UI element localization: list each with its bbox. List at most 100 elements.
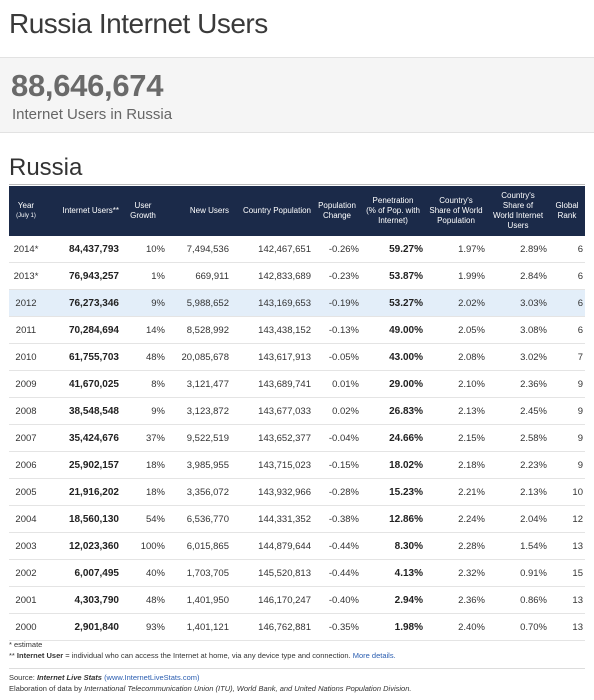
header-new-users[interactable]: New Users: [189, 206, 229, 215]
cell-country-population: 143,932,966: [258, 487, 311, 498]
cell-population-change: -0.44%: [328, 541, 359, 552]
header-population-change[interactable]: Population Change: [318, 201, 356, 220]
cell-year: 2002: [15, 568, 37, 579]
cell-penetration: 2.94%: [394, 595, 423, 606]
cell-user-growth: 37%: [145, 433, 165, 444]
cell-global-rank: 13: [572, 541, 583, 552]
cell-internet-users: 21,916,202: [68, 487, 119, 498]
cell-world-internet-users-share: 0.91%: [520, 568, 547, 579]
cell-world-internet-users-share: 3.03%: [520, 298, 547, 309]
cell-penetration: 59.27%: [389, 244, 423, 255]
cell-global-rank: 10: [572, 487, 583, 498]
header-global-rank[interactable]: Global Rank: [555, 201, 579, 220]
cell-user-growth: 18%: [145, 487, 165, 498]
cell-country-population: 145,520,813: [258, 568, 311, 579]
internet-users-label: Internet Users in Russia: [12, 106, 173, 123]
header-penetration[interactable]: Penetration (% of Pop. with Internet): [366, 196, 420, 225]
cell-global-rank: 6: [577, 298, 583, 309]
cell-population-change: -0.04%: [328, 433, 359, 444]
cell-global-rank: 7: [577, 352, 583, 363]
cell-world-internet-users-share: 2.58%: [520, 433, 547, 444]
cell-global-rank: 6: [577, 244, 583, 255]
cell-population-change: -0.26%: [328, 244, 359, 255]
table-row[interactable]: 2006 25,902,157 18% 3,985,955 143,715,023 -0.…: [9, 452, 585, 479]
elaboration-line: Elaboration of data by International Tel…: [9, 684, 412, 693]
cell-world-internet-users-share: 2.89%: [520, 244, 547, 255]
table-row[interactable]: 2004 18,560,130 54% 6,536,770 144,331,352 -0.…: [9, 506, 585, 533]
cell-new-users: 9,522,519: [186, 433, 229, 444]
cell-user-growth: 48%: [145, 595, 165, 606]
cell-country-population: 143,689,741: [258, 379, 311, 390]
table-row[interactable]: 2012 76,273,346 9% 5,988,652 143,169,653 -0.1…: [9, 290, 585, 317]
cell-penetration: 18.02%: [389, 460, 423, 471]
cell-world-internet-users-share: 1.54%: [520, 541, 547, 552]
header-country-population[interactable]: Country Population: [242, 206, 311, 215]
table-row[interactable]: 2014* 84,437,793 10% 7,494,536 142,467,651 -0…: [9, 236, 585, 263]
table-row[interactable]: 2002 6,007,495 40% 1,703,705 145,520,813 -0.4…: [9, 560, 585, 587]
table-row[interactable]: 2009 41,670,025 8% 3,121,477 143,689,741 0.01…: [9, 371, 585, 398]
table-row[interactable]: 2013* 76,943,257 1% 669,911 142,833,689 -0.23…: [9, 263, 585, 290]
cell-global-rank: 9: [577, 406, 583, 417]
table-row[interactable]: 2001 4,303,790 48% 1,401,950 146,170,247 -0.4…: [9, 587, 585, 614]
cell-new-users: 1,401,121: [186, 622, 229, 633]
cell-year: 2007: [15, 433, 37, 444]
cell-user-growth: 14%: [145, 325, 165, 336]
cell-year: 2012: [15, 298, 37, 309]
source-name: Internet Live Stats: [36, 673, 102, 682]
cell-internet-users: 2,901,840: [74, 622, 120, 633]
cell-year: 2004: [15, 514, 37, 525]
cell-world-population-share: 2.28%: [458, 541, 485, 552]
cell-new-users: 3,123,872: [186, 406, 229, 417]
cell-population-change: 0.02%: [332, 406, 359, 417]
cell-world-population-share: 2.02%: [458, 298, 485, 309]
header-world-internet-users-share[interactable]: Country's Share of World Internet Users: [492, 191, 544, 230]
cell-new-users: 8,528,992: [186, 325, 229, 336]
cell-user-growth: 1%: [151, 271, 165, 282]
cell-user-growth: 54%: [145, 514, 165, 525]
cell-global-rank: 12: [572, 514, 583, 525]
internet-users-table: Year (July 1) Internet Users** User Growth…: [9, 186, 585, 641]
more-details-link[interactable]: More details.: [352, 651, 396, 660]
cell-population-change: -0.44%: [328, 568, 359, 579]
stat-panel: 88,646,674 Internet Users in Russia: [0, 57, 594, 133]
cell-new-users: 20,085,678: [181, 352, 229, 363]
header-world-population-share[interactable]: Country's Share of World Population: [429, 196, 483, 225]
internet-users-count: 88,646,674: [11, 68, 164, 103]
cell-new-users: 3,121,477: [186, 379, 229, 390]
cell-new-users: 1,703,705: [186, 568, 229, 579]
cell-penetration: 29.00%: [389, 379, 423, 390]
estimate-note: * estimate: [9, 640, 43, 649]
cell-year: 2014*: [13, 244, 39, 255]
cell-internet-users: 18,560,130: [68, 514, 119, 525]
cell-country-population: 143,438,152: [258, 325, 311, 336]
cell-internet-users: 76,273,346: [68, 298, 119, 309]
cell-penetration: 53.27%: [389, 298, 423, 309]
table-row[interactable]: 2008 38,548,548 9% 3,123,872 143,677,033 0.02…: [9, 398, 585, 425]
table-row[interactable]: 2000 2,901,840 93% 1,401,121 146,762,881 -0.3…: [9, 614, 585, 641]
table-row[interactable]: 2003 12,023,360 100% 6,015,865 144,879,644 -0…: [9, 533, 585, 560]
cell-penetration: 15.23%: [389, 487, 423, 498]
header-user-growth[interactable]: User Growth: [130, 201, 156, 220]
cell-penetration: 8.30%: [394, 541, 423, 552]
header-internet-users[interactable]: Internet Users**: [62, 206, 119, 215]
table-row[interactable]: 2007 35,424,676 37% 9,522,519 143,652,377 -0.…: [9, 425, 585, 452]
cell-world-population-share: 2.40%: [458, 622, 485, 633]
cell-penetration: 26.83%: [389, 406, 423, 417]
cell-world-internet-users-share: 2.36%: [520, 379, 547, 390]
cell-country-population: 144,879,644: [258, 541, 311, 552]
table-row[interactable]: 2005 21,916,202 18% 3,356,072 143,932,966 -0.…: [9, 479, 585, 506]
cell-internet-users: 76,943,257: [68, 271, 119, 282]
table-row[interactable]: 2010 61,755,703 48% 20,085,678 143,617,913 -0…: [9, 344, 585, 371]
cell-user-growth: 40%: [145, 568, 165, 579]
cell-world-population-share: 2.10%: [458, 379, 485, 390]
table-row[interactable]: 2011 70,284,694 14% 8,528,992 143,438,152 -0.…: [9, 317, 585, 344]
cell-internet-users: 38,548,548: [68, 406, 119, 417]
cell-country-population: 146,762,881: [258, 622, 311, 633]
header-year[interactable]: Year (July 1): [16, 201, 36, 219]
cell-country-population: 143,715,023: [258, 460, 311, 471]
cell-global-rank: 6: [577, 271, 583, 282]
source-url-link[interactable]: (www.InternetLiveStats.com): [104, 673, 200, 682]
cell-country-population: 142,833,689: [258, 271, 311, 282]
cell-user-growth: 10%: [145, 244, 165, 255]
cell-internet-users: 12,023,360: [68, 541, 119, 552]
